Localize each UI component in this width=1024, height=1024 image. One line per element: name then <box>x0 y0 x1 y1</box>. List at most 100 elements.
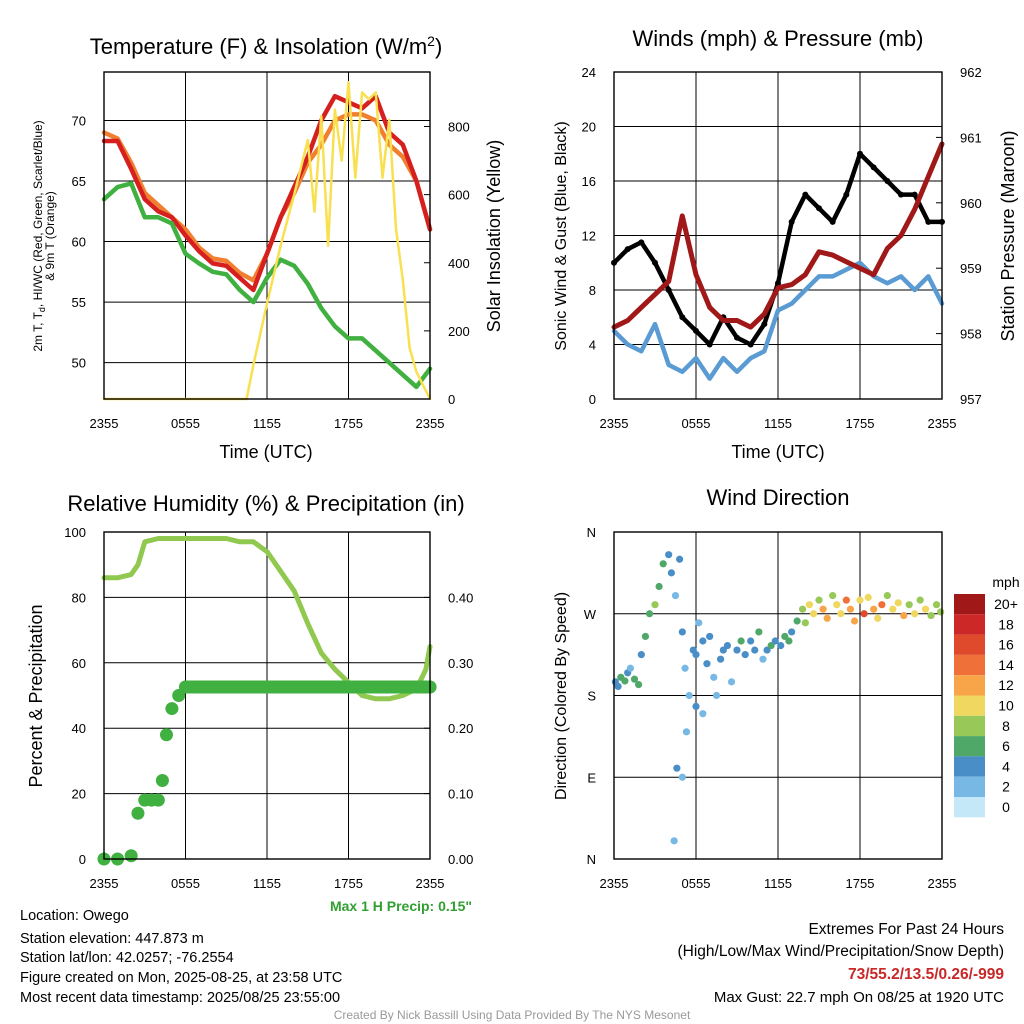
panel0-series-3 <box>102 80 432 401</box>
panel3-direction-point-13 <box>659 560 667 568</box>
colorbar-label-10: 0 <box>1002 799 1010 815</box>
colorbar-swatch-6 <box>954 715 985 737</box>
panel3-direction-point-52 <box>815 596 823 604</box>
panel1-gust-point-22 <box>911 191 918 198</box>
temperature-title: Temperature (F) & Insolation (W/m2) <box>90 33 443 59</box>
panel0-right-tick-1: 200 <box>448 324 470 339</box>
colorbar-swatch-3 <box>954 654 985 676</box>
colorbar-swatch-10 <box>954 797 985 818</box>
panel1-y-tick-3: 12 <box>582 229 596 244</box>
panel0-right-tick-0: 0 <box>448 392 455 407</box>
panel3-direction-point-31 <box>723 641 732 650</box>
panel3-direction-point-66 <box>878 601 886 609</box>
winds-panel: Winds (mph) & Pressure (mb) Time (UTC) S… <box>553 26 1018 462</box>
panel2-y-tick-2: 40 <box>72 721 86 736</box>
panel3-direction-point-75 <box>927 611 935 620</box>
panel3-direction-point-28 <box>712 691 721 700</box>
panel3-direction-point-80 <box>670 837 678 845</box>
extremes-subtitle: (High/Low/Max Wind/Precipitation/Snow De… <box>678 943 1005 960</box>
colorbar-label-0: 20+ <box>994 596 1018 612</box>
panel3-direction-point-37 <box>751 646 759 654</box>
panel2-precip-point-8 <box>159 728 173 742</box>
panel1-y-tick-4: 16 <box>582 174 596 189</box>
panel1-gust-point-21 <box>898 191 904 198</box>
panel2-right-tick-0: 0.00 <box>448 852 473 867</box>
colorbar-swatch-1 <box>954 614 985 635</box>
temperature-panel: Temperature (F) & Insolation (W/m2) Time… <box>31 33 504 462</box>
panel3-y-tick-0: N <box>587 852 596 867</box>
panel2-right-tick-4: 0.40 <box>448 590 473 605</box>
panel0-frame <box>103 71 431 400</box>
max-precip-annotation: Max 1 H Precip: 0.15" <box>330 898 472 914</box>
panel3-direction-point-10 <box>645 610 654 618</box>
panel1-gust-point-9 <box>734 334 740 341</box>
panel0-y-tick-2: 60 <box>72 235 86 250</box>
panel0-x-tick-2: 1155 <box>253 416 281 431</box>
panel3-direction-point-62 <box>860 610 868 618</box>
panel0-right-tick-4: 800 <box>448 120 470 135</box>
panel1-right-tick-5: 962 <box>960 65 982 80</box>
panel3-direction-point-79 <box>678 773 686 781</box>
colorbar: 20+ 18 16 14 12 10 8 6 4 2 0 <box>954 594 1018 818</box>
panel3-direction-point-12 <box>655 582 663 591</box>
panel3-direction-point-70 <box>900 611 908 620</box>
panel2-y-tick-0: 0 <box>79 852 86 867</box>
max-gust: Max Gust: 22.7 mph On 08/25 at 1920 UTC <box>714 989 1004 1006</box>
panel1-right-tick-2: 959 <box>960 261 982 276</box>
panel3-direction-point-50 <box>805 601 814 609</box>
colorbar-swatch-0 <box>954 594 985 615</box>
panel3-y-tick-3: W <box>584 607 597 622</box>
panel3-direction-point-9 <box>641 632 650 641</box>
panel3-direction-point-74 <box>922 605 930 613</box>
panel3-y-tick-4: N <box>587 525 596 540</box>
panel3-direction-point-57 <box>837 610 845 618</box>
panel0-y-tick-0: 50 <box>72 356 86 371</box>
wind-direction-title: Wind Direction <box>706 485 849 510</box>
panel1-x-tick-4: 2355 <box>928 416 957 431</box>
panel2-right-tick-3: 0.30 <box>448 656 473 671</box>
panel1-gust-point-23 <box>925 218 932 225</box>
panel3-x-tick-4: 2355 <box>928 876 957 891</box>
panel3-direction-point-17 <box>676 555 684 563</box>
footer: Location: Owego Station elevation: 447.8… <box>20 908 1004 1022</box>
colorbar-label-5: 10 <box>998 698 1014 714</box>
panel3-x-tick-3: 1755 <box>846 876 875 891</box>
panel2-right-tick-2: 0.20 <box>448 721 473 736</box>
humidity-title: Relative Humidity (%) & Precipitation (i… <box>67 491 464 516</box>
panel3-y-tick-1: E <box>587 770 596 785</box>
panel3-direction-point-82 <box>692 702 700 711</box>
panel2-y-tick-4: 80 <box>72 590 86 605</box>
panel3-direction-point-54 <box>823 614 831 622</box>
panel3-direction-point-68 <box>889 605 897 613</box>
panel3-direction-point-8 <box>637 651 645 659</box>
panel2-y-tick-1: 20 <box>72 787 86 802</box>
panel3-direction-point-48 <box>799 605 807 613</box>
panel3-direction-point-81 <box>682 728 691 736</box>
panel3-direction-point-76 <box>932 601 941 609</box>
temperature-x-label: Time (UTC) <box>219 442 312 462</box>
panel3-x-tick-0: 2355 <box>600 876 629 891</box>
panel3-direction-point-14 <box>665 551 673 559</box>
colorbar-swatch-9 <box>954 776 985 797</box>
panel3-direction-point-22 <box>692 651 700 659</box>
panel0-x-tick-1: 0555 <box>171 416 200 431</box>
colorbar-label-6: 8 <box>1002 718 1010 734</box>
panel3-direction-point-69 <box>894 599 902 607</box>
panel0-right-tick-3: 600 <box>448 188 470 203</box>
panel1-gust-point-2 <box>638 239 645 246</box>
panel1-gust-point-20 <box>884 178 891 184</box>
panel3-direction-point-77 <box>937 608 945 616</box>
panel3-direction-point-38 <box>755 628 763 636</box>
panel1-x-tick-2: 1155 <box>764 416 792 431</box>
winds-y-label: Sonic Wind & Gust (Blue, Black) <box>553 121 570 350</box>
panel3-direction-point-45 <box>785 637 793 645</box>
panel3-direction-point-35 <box>741 651 749 659</box>
panel3-direction-point-58 <box>842 596 850 604</box>
panel1-y-tick-6: 24 <box>582 65 596 80</box>
panel1-series-2 <box>611 141 945 330</box>
colorbar-label-2: 16 <box>998 637 1014 653</box>
panel3-direction-point-60 <box>850 617 859 625</box>
extremes-values: 73/55.2/13.5/0.26/-999 <box>848 966 1004 983</box>
colorbar-swatch-2 <box>954 634 985 655</box>
